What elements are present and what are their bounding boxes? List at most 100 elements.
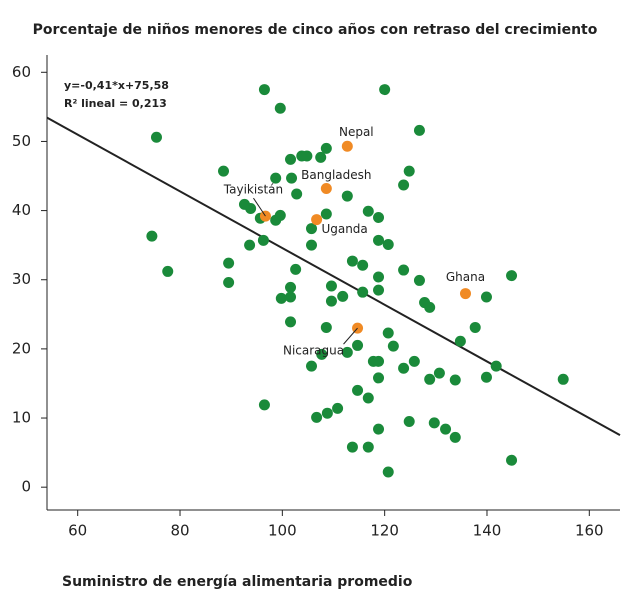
point (218, 165, 230, 177)
point (258, 399, 270, 411)
point (506, 270, 518, 282)
point (223, 257, 235, 269)
point (291, 188, 303, 200)
point (357, 286, 369, 298)
point (373, 372, 385, 384)
point (290, 263, 302, 275)
point-label: Bangladesh (301, 168, 371, 182)
point (270, 172, 282, 184)
x-tick-label: 120 (370, 522, 399, 540)
point (301, 150, 313, 162)
point (357, 259, 369, 271)
point (449, 374, 461, 386)
point (352, 384, 364, 396)
point (398, 264, 410, 276)
point (506, 454, 518, 466)
x-tick-label: 60 (68, 522, 87, 540)
point (424, 301, 436, 313)
point (480, 371, 492, 383)
regression-equation: y=-0,41*x+75,58 (64, 79, 169, 92)
point (258, 84, 270, 96)
point (320, 182, 332, 194)
point (162, 265, 174, 277)
point (454, 335, 466, 347)
x-tick-label: 80 (170, 522, 189, 540)
point (490, 360, 502, 372)
point (557, 373, 569, 385)
point (373, 212, 385, 223)
point (245, 203, 257, 215)
point (433, 367, 445, 379)
regression-line (46, 116, 621, 437)
point (424, 373, 436, 385)
point (373, 284, 385, 296)
point (325, 295, 337, 307)
point (286, 172, 298, 184)
point (373, 234, 385, 246)
point (346, 255, 358, 267)
point (403, 165, 415, 177)
point (320, 208, 332, 220)
point (320, 321, 332, 333)
point (413, 124, 425, 136)
point-label: Ghana (446, 270, 485, 284)
y-tick-label: 20 (12, 339, 31, 357)
point (285, 291, 297, 303)
point (382, 466, 394, 478)
point (150, 131, 162, 143)
point (362, 392, 374, 404)
point (337, 290, 349, 302)
r-squared: R² lineal = 0,213 (64, 97, 167, 110)
point (440, 423, 452, 435)
point (311, 214, 323, 226)
y-tick-label: 30 (12, 270, 31, 288)
y-tick-label: 60 (12, 63, 31, 81)
point-label: Uganda (321, 222, 367, 236)
point (285, 281, 297, 293)
point (146, 230, 158, 242)
x-tick-label: 100 (268, 522, 297, 540)
chart-title: Porcentaje de niños menores de cinco año… (33, 22, 598, 38)
leader-line (343, 327, 358, 345)
point (341, 190, 353, 202)
point (244, 239, 256, 251)
leader-line (253, 197, 266, 217)
point (449, 431, 461, 443)
point (398, 362, 410, 374)
point (379, 84, 391, 96)
point (352, 339, 364, 351)
point (373, 271, 385, 283)
point (306, 239, 318, 251)
point (459, 288, 471, 300)
point (306, 223, 318, 235)
point (387, 340, 399, 352)
point (315, 151, 327, 163)
point (382, 238, 394, 250)
point (413, 274, 425, 286)
point (480, 291, 492, 303)
point (373, 423, 385, 435)
point (274, 209, 286, 221)
point (321, 407, 333, 419)
point (311, 411, 323, 423)
point (325, 280, 337, 292)
point (346, 441, 358, 453)
point (223, 277, 235, 288)
x-tick-label: 160 (575, 522, 604, 540)
point (332, 402, 344, 414)
y-tick-label: 0 (21, 478, 31, 496)
point (382, 327, 394, 339)
y-tick-label: 10 (12, 409, 31, 427)
point (408, 355, 420, 367)
point (316, 348, 328, 360)
point (403, 415, 415, 427)
point-label: Nepal (339, 125, 374, 139)
point (285, 316, 297, 328)
point (428, 417, 440, 429)
point (373, 355, 385, 367)
point-label: Nicaragua (283, 344, 344, 358)
point-label: Tayikistán (223, 183, 283, 197)
point (306, 360, 318, 372)
point (362, 205, 374, 217)
